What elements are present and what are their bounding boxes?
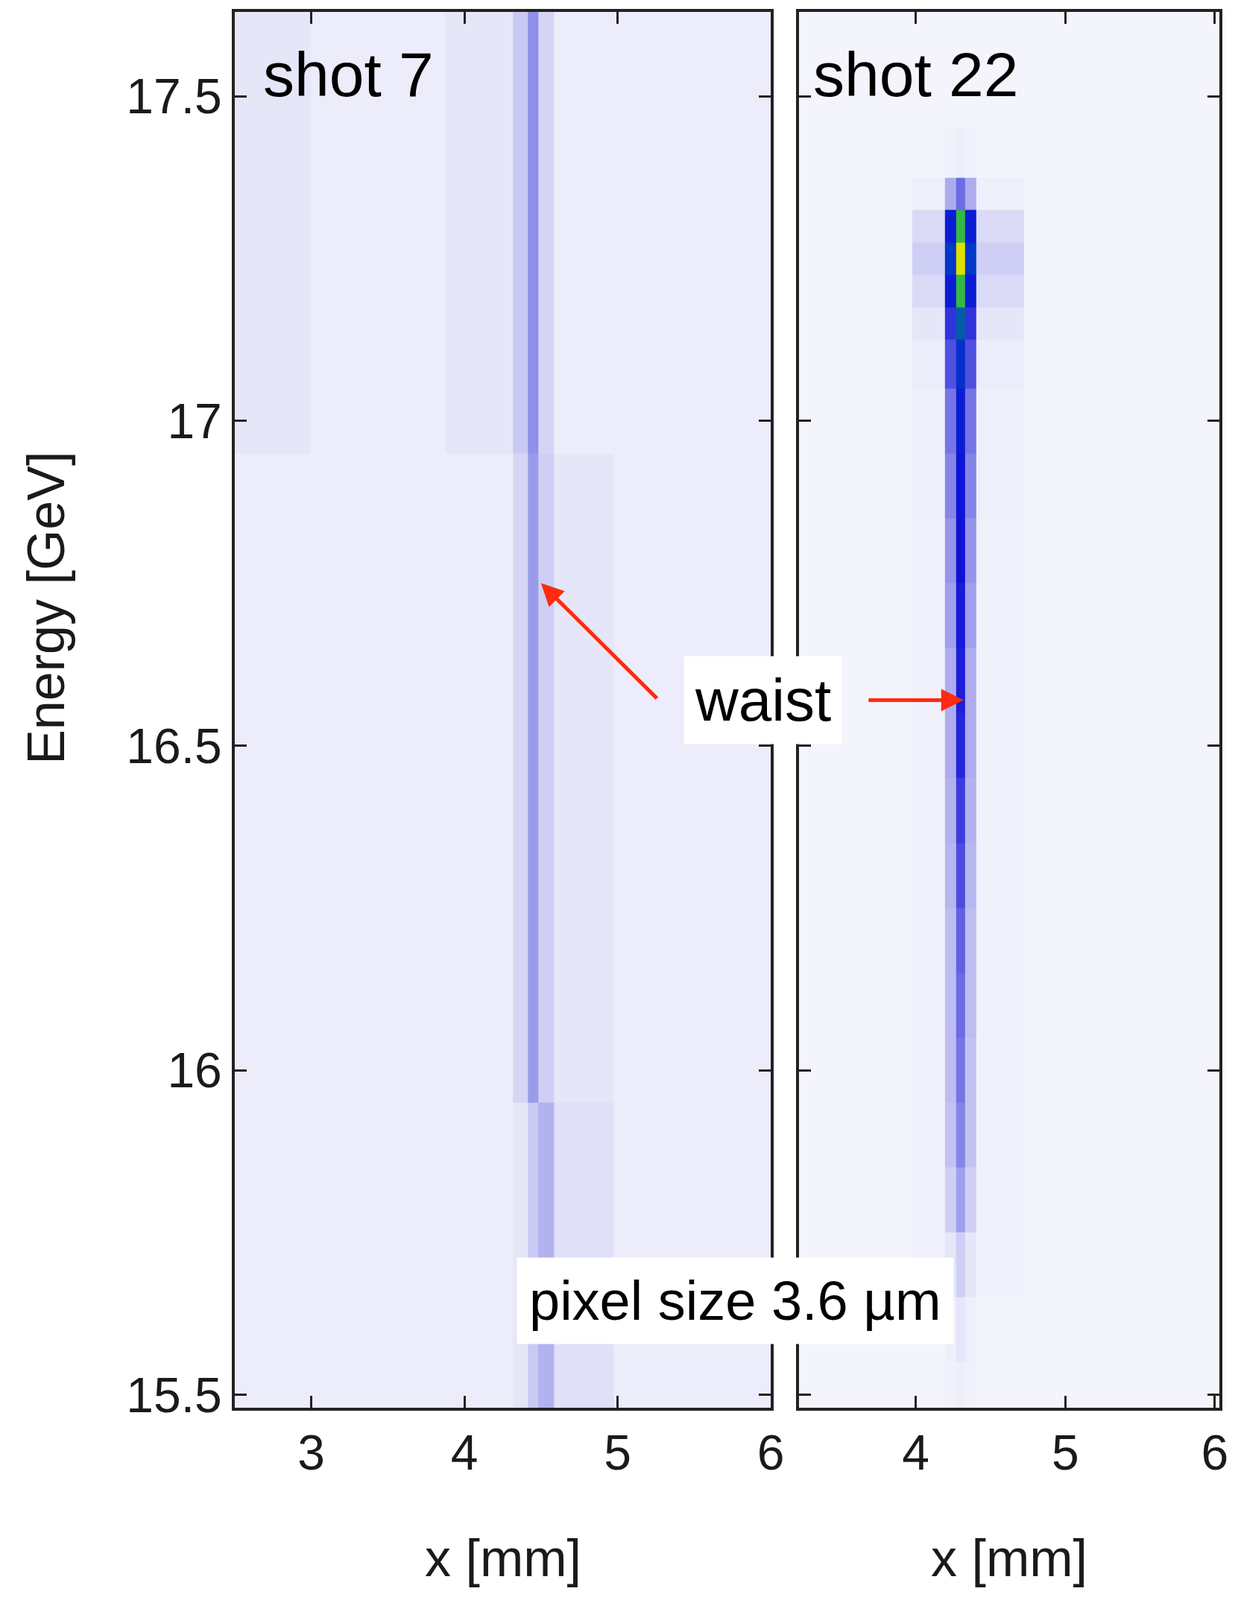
svg-text:Energy [GeV]: Energy [GeV] — [17, 451, 76, 765]
svg-text:15.5: 15.5 — [125, 1367, 222, 1423]
svg-text:3: 3 — [297, 1425, 325, 1481]
svg-text:17.5: 17.5 — [125, 68, 222, 124]
svg-text:waist: waist — [694, 667, 832, 734]
svg-text:6: 6 — [757, 1425, 785, 1481]
svg-text:4: 4 — [901, 1425, 930, 1481]
svg-text:shot 7: shot 7 — [263, 39, 434, 110]
svg-text:x [mm]: x [mm] — [424, 1529, 582, 1588]
svg-text:16.5: 16.5 — [125, 718, 222, 774]
svg-text:4: 4 — [450, 1425, 479, 1481]
svg-text:5: 5 — [1051, 1425, 1080, 1481]
svg-text:pixel size 3.6 µm: pixel size 3.6 µm — [529, 1270, 942, 1332]
svg-text:6: 6 — [1201, 1425, 1230, 1481]
svg-text:16: 16 — [166, 1042, 222, 1098]
svg-text:17: 17 — [166, 393, 222, 449]
svg-text:shot 22: shot 22 — [813, 39, 1019, 110]
svg-text:5: 5 — [603, 1425, 632, 1481]
svg-text:x [mm]: x [mm] — [930, 1529, 1088, 1588]
